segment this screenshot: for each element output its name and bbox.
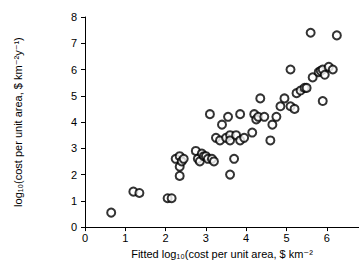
svg-text:3: 3 (203, 232, 209, 244)
svg-text:3: 3 (71, 142, 77, 154)
svg-text:1: 1 (122, 232, 128, 244)
svg-text:2: 2 (71, 169, 77, 181)
svg-text:0: 0 (71, 221, 77, 233)
svg-text:log₁₀(cost per unit area, $ km: log₁₀(cost per unit area, $ km⁻²y⁻¹) (12, 37, 24, 207)
svg-text:2: 2 (163, 232, 169, 244)
svg-text:6: 6 (71, 64, 77, 76)
svg-text:4: 4 (243, 232, 249, 244)
svg-text:1: 1 (71, 195, 77, 207)
svg-text:7: 7 (71, 37, 77, 49)
svg-text:5: 5 (71, 90, 77, 102)
svg-text:0: 0 (82, 232, 88, 244)
svg-text:6: 6 (324, 232, 330, 244)
svg-text:8: 8 (71, 11, 77, 23)
svg-text:Fitted log₁₀(cost per unit are: Fitted log₁₀(cost per unit area, $ km⁻² (131, 248, 313, 260)
svg-text:5: 5 (283, 232, 289, 244)
svg-text:4: 4 (71, 116, 77, 128)
